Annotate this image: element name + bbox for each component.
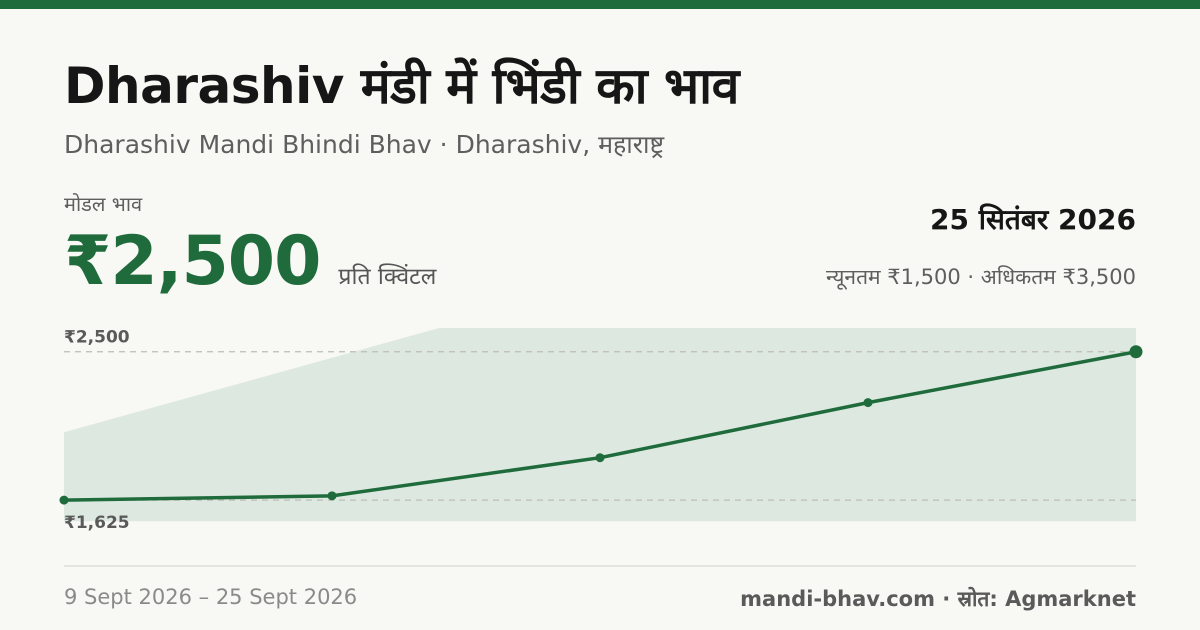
data-point [595, 453, 605, 463]
modal-price-label: मोडल भाव [64, 192, 143, 216]
min-max-band [64, 328, 1136, 522]
data-point [59, 495, 69, 505]
data-point [863, 398, 873, 408]
footer-divider [64, 565, 1136, 567]
data-point [1129, 345, 1143, 359]
page-subtitle: Dharashiv Mandi Bhindi Bhav · Dharashiv,… [64, 130, 665, 159]
page-title: Dharashiv मंडी में भिंडी का भाव [64, 57, 739, 115]
price-unit: प्रति क्विंटल [338, 264, 437, 290]
data-point [327, 491, 337, 501]
modal-price-value: ₹2,500 [64, 222, 321, 301]
footer-date-range: 9 Sept 2026 – 25 Sept 2026 [64, 585, 358, 609]
price-range: न्यूनतम ₹1,500 · अधिकतम ₹3,500 [826, 265, 1136, 289]
footer-source: mandi-bhav.com · स्रोत: Agmarknet [740, 587, 1136, 611]
y-tick-label: ₹1,625 [64, 513, 130, 533]
price-date: 25 सितंबर 2026 [930, 203, 1136, 236]
modal-price-row: ₹2,500 प्रति क्विंटल [64, 222, 436, 301]
y-tick-label: ₹2,500 [64, 328, 130, 348]
top-accent-bar [0, 0, 1200, 9]
